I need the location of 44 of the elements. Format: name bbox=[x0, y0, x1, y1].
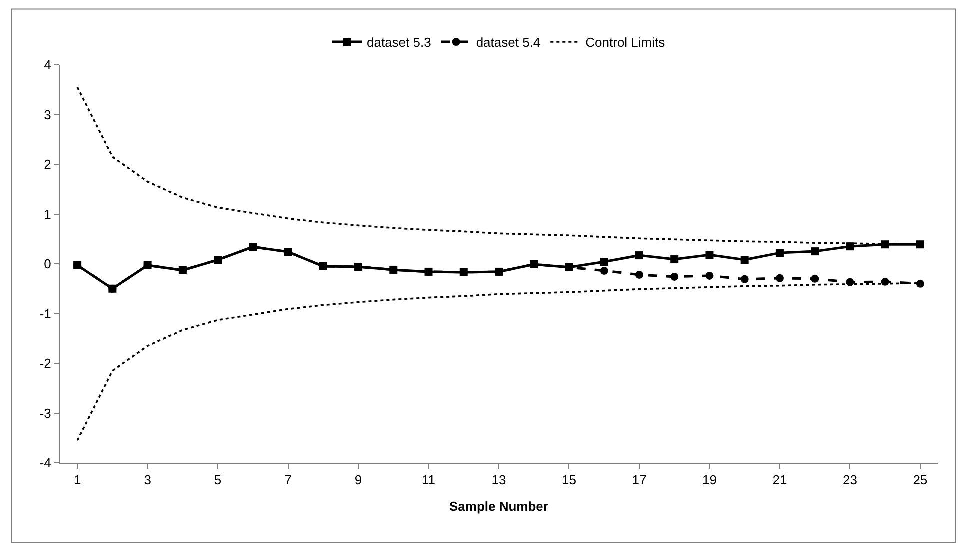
x-tick-label: 5 bbox=[214, 472, 222, 488]
x-tick-label: 1 bbox=[74, 472, 82, 488]
point bbox=[881, 240, 890, 249]
x-tick-label: 25 bbox=[913, 472, 928, 488]
x-tick-label: 19 bbox=[702, 472, 717, 488]
point bbox=[600, 258, 608, 266]
y-tick-label: 4 bbox=[44, 58, 52, 73]
point bbox=[811, 248, 820, 256]
x-tick-label: 17 bbox=[632, 472, 647, 488]
y-tick-label: 1 bbox=[44, 206, 52, 222]
point bbox=[635, 270, 644, 279]
y-tick-label: -3 bbox=[40, 406, 52, 421]
x-tick-label: 21 bbox=[772, 472, 788, 488]
point bbox=[635, 252, 644, 260]
y-tick-label: -4 bbox=[40, 456, 52, 471]
x-tick-label: 13 bbox=[492, 472, 506, 488]
point bbox=[776, 274, 784, 282]
point bbox=[740, 256, 749, 264]
point bbox=[916, 280, 924, 288]
x-tick-label: 3 bbox=[144, 472, 152, 488]
y-tick-label: 2 bbox=[44, 157, 52, 172]
point bbox=[706, 272, 714, 280]
y-tick-label: -2 bbox=[40, 356, 52, 372]
y-tick-label: -1 bbox=[40, 306, 52, 322]
point bbox=[706, 251, 714, 260]
x-tick-label: 15 bbox=[562, 472, 576, 488]
x-tick-label: 9 bbox=[354, 472, 362, 488]
point bbox=[776, 249, 784, 258]
x-tick-label: 7 bbox=[284, 472, 292, 488]
x-tick-label: 11 bbox=[422, 472, 436, 488]
point bbox=[670, 272, 679, 281]
y-tick-label: 0 bbox=[44, 256, 52, 272]
point bbox=[740, 275, 749, 284]
x-axis-title: Sample Number bbox=[450, 499, 548, 514]
y-tick-label: 3 bbox=[44, 107, 52, 122]
point bbox=[846, 242, 854, 251]
point bbox=[916, 240, 924, 249]
legend-label: dataset 5.4 bbox=[476, 35, 541, 50]
point bbox=[811, 274, 820, 283]
point bbox=[600, 266, 608, 275]
legend-label: dataset 5.3 bbox=[367, 35, 432, 50]
x-tick-label: 23 bbox=[842, 472, 858, 488]
legend-label: Control Limits bbox=[586, 35, 666, 50]
point bbox=[670, 256, 679, 264]
